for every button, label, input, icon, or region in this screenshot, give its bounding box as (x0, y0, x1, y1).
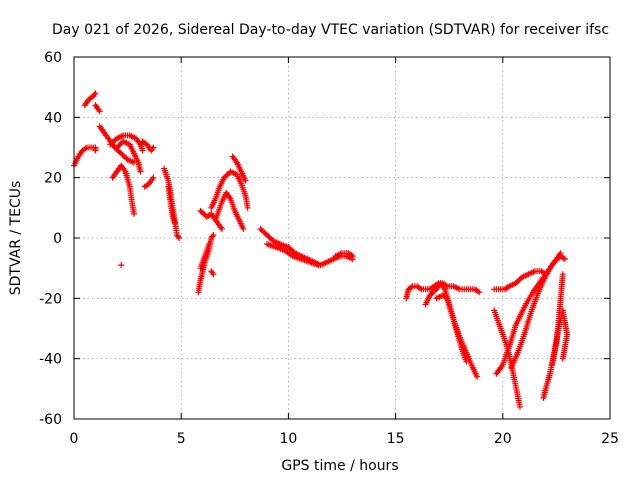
data-point (176, 235, 183, 241)
x-tick-label: 10 (279, 431, 297, 447)
data-point (92, 90, 99, 97)
data-point (516, 403, 523, 410)
data-point (137, 168, 144, 175)
y-tick-label: 20 (44, 171, 62, 187)
data-point (242, 177, 249, 184)
y-tick-label: -60 (39, 412, 62, 428)
data-point (218, 225, 225, 232)
data-point (210, 231, 217, 238)
data-point (118, 262, 125, 269)
data-point (131, 210, 138, 217)
data-point (315, 262, 322, 269)
data-point (557, 250, 564, 257)
data-point (210, 271, 217, 278)
grid (74, 57, 610, 419)
y-tick-label: 60 (44, 50, 62, 66)
data-point (171, 219, 178, 226)
data-point (474, 373, 481, 380)
data-point (244, 204, 251, 211)
x-tick-labels: 0 5 10 15 20 25 (70, 431, 619, 447)
x-tick-label: 15 (387, 431, 405, 447)
y-tick-label: -40 (39, 352, 62, 368)
data-point (139, 147, 146, 154)
data-point (561, 256, 568, 263)
x-axis-label: GPS time / hours (281, 458, 398, 474)
data-point (559, 271, 566, 278)
data-point (476, 289, 483, 296)
data-point (206, 241, 213, 248)
x-tick-label: 20 (494, 431, 512, 447)
data-point (150, 174, 157, 181)
data-points (71, 90, 571, 410)
y-tick-labels: -60 -40 -20 0 20 40 60 (39, 50, 62, 428)
data-point (96, 108, 103, 115)
x-tick-label: 5 (177, 431, 186, 447)
x-tick-label: 25 (601, 431, 619, 447)
data-point (559, 355, 566, 362)
y-tick-label: 0 (53, 231, 62, 247)
x-tick-label: 0 (70, 431, 79, 447)
y-axis-label: SDTVAR / TECUs (8, 181, 24, 296)
data-point (92, 147, 99, 154)
y-tick-label: 40 (44, 110, 62, 126)
data-point (150, 144, 157, 151)
data-point (349, 253, 356, 260)
y-tick-label: -20 (39, 291, 62, 307)
axis-ticks (73, 56, 611, 420)
chart-title: Day 021 of 2026, Sidereal Day-to-day VTE… (52, 22, 609, 38)
data-point (240, 225, 247, 232)
